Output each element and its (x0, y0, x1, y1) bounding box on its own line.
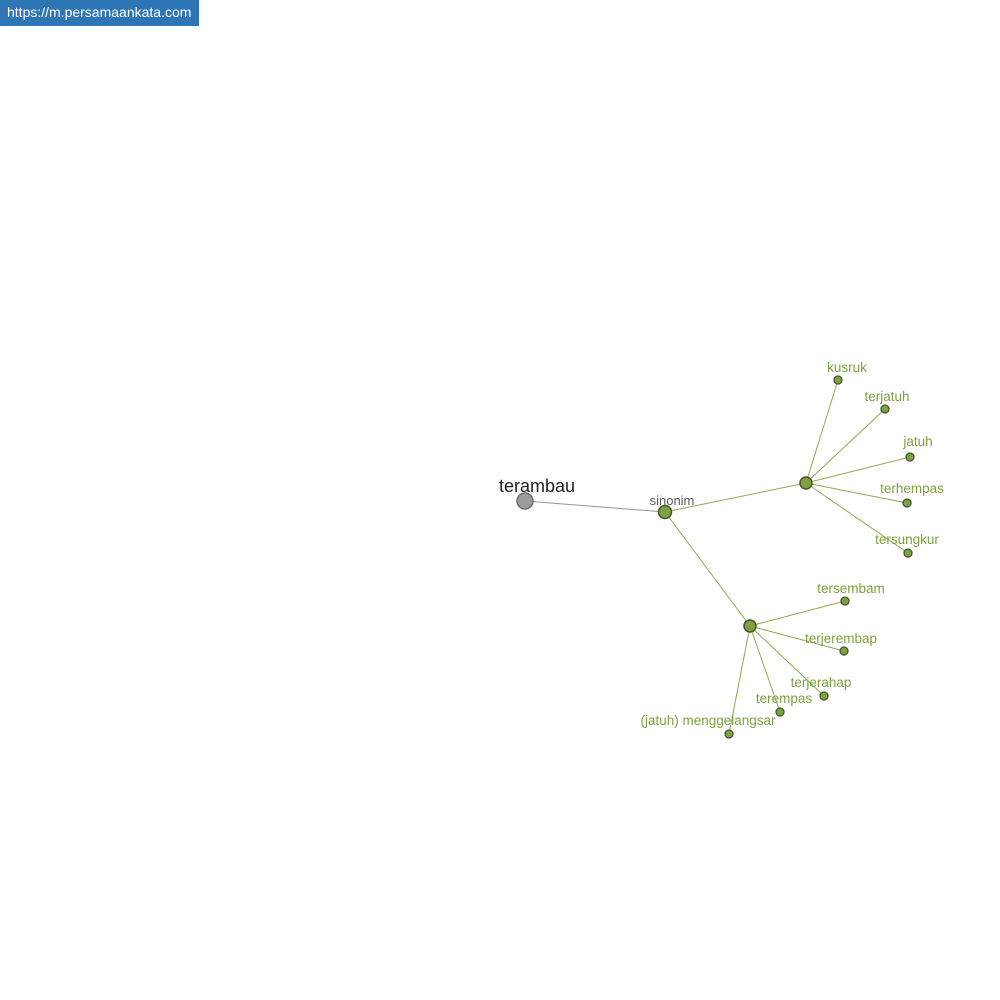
edge-hub-2-terjerembap (749, 625, 845, 652)
url-badge-text: https://m.persamaankata.com (7, 4, 192, 20)
label-terjerembap: terjerembap (805, 631, 877, 646)
edge-hub-1-tersungkur (805, 482, 909, 554)
edge-hub-2-jatuh-menggelangsar (728, 625, 751, 735)
label-terjerahap: terjerahap (791, 675, 852, 690)
node-terempas[interactable] (775, 707, 785, 717)
node-terhempas[interactable] (902, 498, 912, 508)
edge-hub-1-kusruk (805, 379, 839, 484)
url-badge: https://m.persamaankata.com (0, 0, 200, 26)
edge-sinonim-hub-1 (664, 482, 807, 513)
edge-hub-1-terhempas (805, 482, 908, 504)
label-tersungkur: tersungkur (875, 532, 939, 547)
label-terambau: terambau (499, 476, 575, 496)
node-hub-1[interactable] (799, 476, 813, 490)
edge-terambau-sinonim (524, 500, 666, 513)
edge-sinonim-hub-2 (664, 511, 751, 627)
node-jatuh[interactable] (905, 452, 915, 462)
edge-hub-2-tersembam (749, 600, 846, 627)
node-hub-2[interactable] (743, 619, 757, 633)
label-kusruk: kusruk (827, 360, 867, 375)
label-jatuh: jatuh (902, 434, 932, 449)
edge-hub-2-terempas (749, 625, 781, 713)
label-terempas: terempas (756, 691, 813, 706)
label-sinonim: sinonim (650, 493, 695, 508)
node-terjatuh[interactable] (880, 404, 890, 414)
node-jatuh-menggelangsar[interactable] (724, 729, 734, 739)
edge-hub-2-terjerahap (749, 625, 825, 697)
node-terjerembap[interactable] (839, 646, 849, 656)
node-kusruk[interactable] (833, 375, 843, 385)
edge-hub-1-terjatuh (805, 408, 886, 484)
node-terambau[interactable] (516, 492, 534, 510)
node-sinonim[interactable] (657, 504, 673, 520)
node-tersembam[interactable] (840, 596, 850, 606)
label-tersembam: tersembam (817, 581, 885, 596)
label-terhempas: terhempas (880, 481, 944, 496)
label-jatuh-menggelangsar: (jatuh) menggelangsar (640, 713, 776, 728)
node-terjerahap[interactable] (819, 691, 829, 701)
label-terjatuh: terjatuh (864, 389, 909, 404)
node-tersungkur[interactable] (903, 548, 913, 558)
edge-hub-1-jatuh (805, 456, 911, 484)
